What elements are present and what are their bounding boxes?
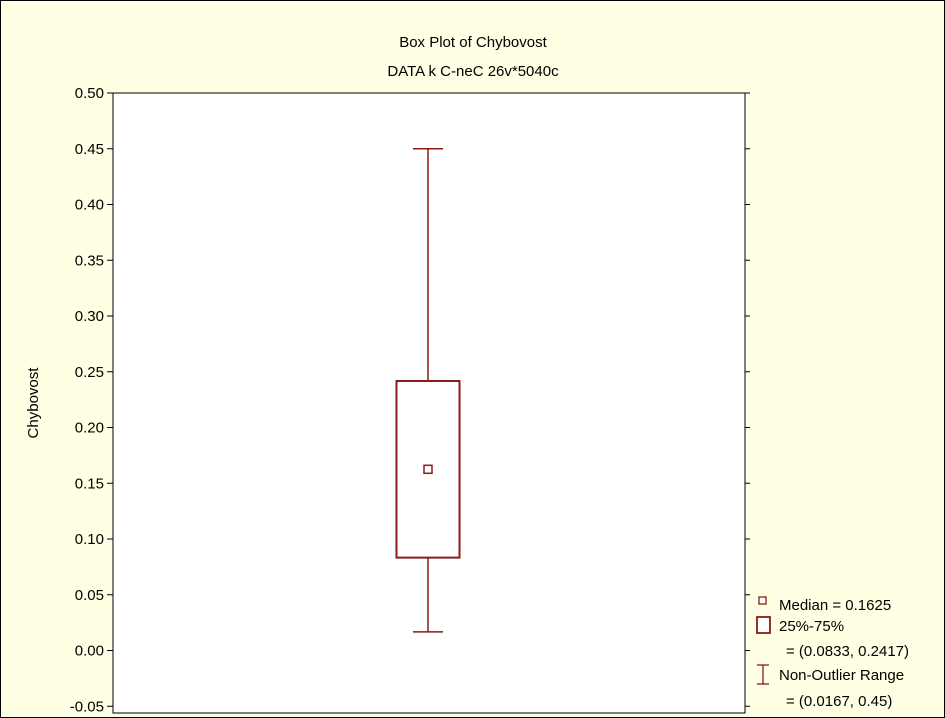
- y-axis: -0.05 0.00 0.05 0.10 0.15 0.20 0.25 0.30 0.35 0.4…: [70, 85, 750, 715]
- y-tick-label: 0.05: [75, 587, 104, 604]
- legend-median-label: Median = 0.1625: [779, 597, 891, 614]
- y-tick-label: 0.20: [75, 420, 104, 437]
- box-plot: [395, 148, 461, 633]
- legend-range-values: = (0.0167, 0.45): [786, 693, 892, 710]
- chart-title: Box Plot of Chybovost: [399, 34, 547, 51]
- y-tick-label: 0.30: [75, 308, 104, 325]
- y-tick-label: 0.40: [75, 197, 104, 214]
- median-marker: [423, 464, 433, 475]
- y-tick-label: 0.15: [75, 475, 104, 492]
- legend-range-label: Non-Outlier Range: [779, 667, 904, 684]
- y-tick-label: -0.05: [70, 698, 104, 715]
- legend-range-icon: [757, 664, 769, 685]
- y-tick-label: 0.35: [75, 252, 104, 269]
- legend-box-label: 25%-75%: [779, 618, 844, 635]
- legend-box-icon: [756, 616, 771, 634]
- chart-subtitle: DATA k C-neC 26v*5040c: [387, 63, 559, 80]
- y-tick-label: 0.10: [75, 531, 104, 548]
- legend: Median = 0.1625 25%-75% = (0.0833, 0.241…: [756, 596, 909, 710]
- legend-median-icon: [758, 596, 767, 605]
- y-axis-label: Chybovost: [25, 367, 42, 439]
- legend-box-values: = (0.0833, 0.2417): [786, 643, 909, 660]
- y-tick-label: 0.45: [75, 141, 104, 158]
- y-tick-label: 0.25: [75, 364, 104, 381]
- y-tick-label: 0.00: [75, 643, 104, 660]
- y-tick-label: 0.50: [75, 85, 104, 102]
